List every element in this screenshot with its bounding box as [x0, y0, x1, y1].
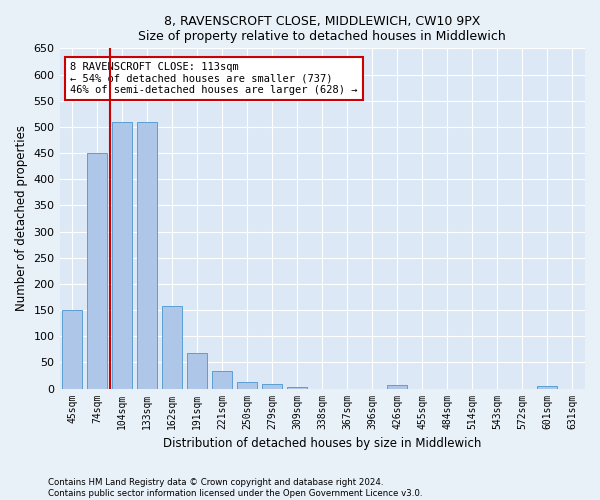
Title: 8, RAVENSCROFT CLOSE, MIDDLEWICH, CW10 9PX
Size of property relative to detached: 8, RAVENSCROFT CLOSE, MIDDLEWICH, CW10 9… [139, 15, 506, 43]
Bar [87, 153, 107, 388]
Bar [237, 382, 257, 388]
Bar [212, 372, 232, 388]
Bar [187, 353, 207, 388]
Bar [112, 122, 132, 388]
Bar [538, 386, 557, 388]
Y-axis label: Number of detached properties: Number of detached properties [15, 126, 28, 312]
X-axis label: Distribution of detached houses by size in Middlewich: Distribution of detached houses by size … [163, 437, 481, 450]
Text: 8 RAVENSCROFT CLOSE: 113sqm
← 54% of detached houses are smaller (737)
46% of se: 8 RAVENSCROFT CLOSE: 113sqm ← 54% of det… [70, 62, 358, 95]
Bar [162, 306, 182, 388]
Bar [388, 385, 407, 388]
Bar [137, 122, 157, 388]
Text: Contains HM Land Registry data © Crown copyright and database right 2024.
Contai: Contains HM Land Registry data © Crown c… [48, 478, 422, 498]
Bar [62, 310, 82, 388]
Bar [262, 384, 282, 388]
Bar [287, 387, 307, 388]
